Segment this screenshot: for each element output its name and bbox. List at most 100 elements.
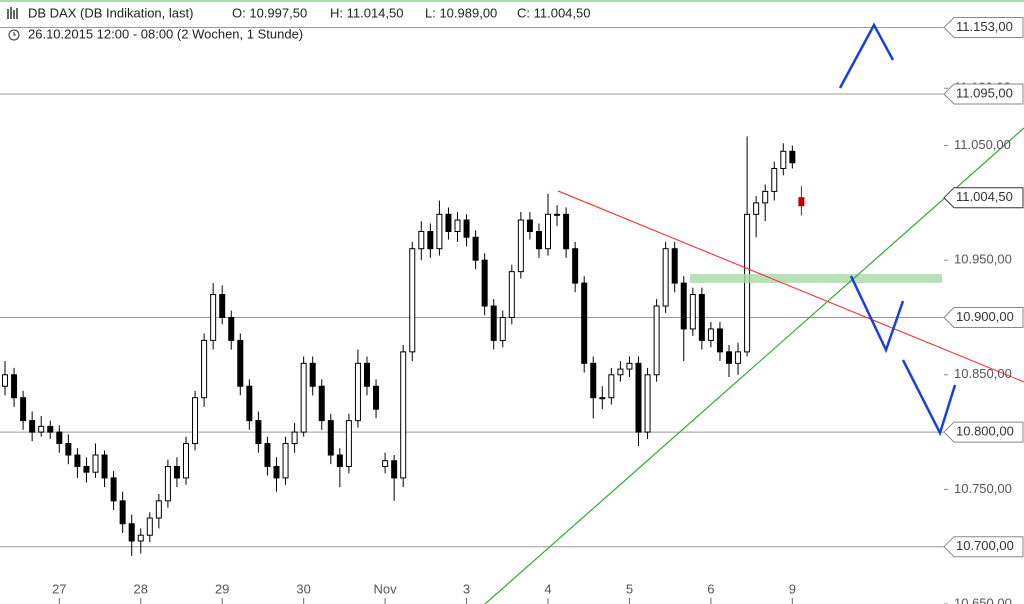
ohlc-low: L: 10.989,00 (425, 5, 497, 20)
last-price-label: 11.004,50 (956, 189, 1013, 204)
candle-body (119, 500, 126, 525)
trend-line-green (484, 127, 1024, 604)
x-tick-label: 3 (463, 581, 470, 596)
level-box (943, 17, 1024, 39)
candle-body (508, 271, 515, 318)
candle-body (662, 248, 669, 307)
ohlc-open: O: 10.997,50 (232, 5, 307, 20)
candle-body (744, 213, 751, 353)
candle-body (753, 202, 760, 215)
y-tick-label: 10.850,00 (954, 366, 1012, 381)
candle-body (599, 397, 606, 400)
candle-body (364, 362, 370, 387)
candle-body (463, 219, 470, 238)
y-tick-label: 10.950,00 (954, 252, 1012, 267)
candle-body (92, 454, 99, 473)
y-tick-label: 10.750,00 (954, 481, 1012, 496)
candle-body (626, 362, 633, 370)
candle-body (554, 213, 561, 216)
candle-body (436, 213, 443, 250)
level-box (943, 83, 1024, 105)
candle-body (192, 397, 199, 445)
chart-title: DB DAX (DB Indikation, last) (28, 5, 193, 20)
candle-body (56, 431, 63, 445)
candle-body (445, 213, 452, 233)
candle-body (300, 362, 307, 433)
candle-body (47, 425, 54, 433)
candle-body (789, 150, 796, 164)
candle-body (282, 443, 289, 479)
candle-body (716, 328, 723, 353)
x-tick-label: 6 (707, 581, 714, 596)
candle-body (653, 305, 660, 376)
chart-subtitle: 26.10.2015 12:00 - 08:00 (2 Wochen, 1 St… (28, 26, 303, 41)
candle-body (762, 190, 769, 204)
candle-body (255, 420, 262, 445)
candle-body (490, 305, 497, 341)
candle-body (11, 374, 18, 399)
candle-body (291, 431, 298, 445)
candle-body (563, 213, 570, 250)
candle-body (400, 351, 407, 479)
level-label: 10.800,00 (956, 424, 1014, 439)
candle-body (418, 231, 425, 250)
candle-body (780, 150, 787, 169)
candle-body (183, 443, 189, 479)
candle-body (318, 385, 325, 422)
candle-body (382, 460, 389, 467)
candle-body (517, 219, 524, 273)
candle-body (608, 374, 615, 399)
x-tick-label: 9 (789, 581, 796, 596)
level-box (943, 536, 1024, 558)
candle-body (237, 339, 244, 387)
candle-body (164, 465, 171, 502)
candle-body (771, 167, 778, 192)
support-zone (690, 274, 942, 283)
candle-body (101, 454, 108, 479)
y-tick-label: 10.650,00 (954, 595, 1012, 604)
x-tick-label: 30 (296, 581, 310, 596)
candle-body (336, 454, 343, 467)
candle-body (454, 219, 461, 233)
candle-body (644, 374, 651, 433)
clock-icon (8, 29, 20, 41)
candle-body (38, 425, 45, 433)
candle-body (327, 420, 334, 456)
candle-body (146, 517, 153, 536)
candle-body (155, 500, 162, 519)
candle-body (173, 465, 180, 479)
candle-body (373, 385, 380, 410)
projection-down (849, 275, 905, 354)
candle-body (391, 460, 398, 479)
x-tick-label: 4 (544, 581, 551, 596)
last-price-box (943, 187, 1024, 209)
candle-body (264, 443, 271, 467)
ohlc-close: C: 11.004,50 (517, 5, 590, 20)
candle-body (273, 465, 280, 479)
candle-body (110, 477, 117, 502)
level-box (943, 306, 1024, 328)
candle-body (735, 351, 742, 364)
x-tick-label: 5 (626, 581, 633, 596)
candle-body (228, 316, 235, 341)
candle-body (65, 443, 72, 456)
x-tick-label: 28 (134, 581, 148, 596)
candle-body (2, 374, 8, 387)
candle-body (499, 316, 506, 341)
candle-body (689, 294, 696, 330)
candle-body (128, 523, 135, 542)
candle-body (427, 231, 434, 250)
level-label: 10.900,00 (956, 309, 1014, 324)
candle-body (707, 328, 714, 341)
level-label: 11.153,00 (956, 19, 1013, 34)
candle-body (617, 368, 624, 376)
candle-body (798, 197, 805, 207)
candle-body (481, 259, 488, 307)
projection-down-2 (901, 359, 957, 437)
candle-body (137, 534, 144, 542)
candle-body (354, 362, 361, 422)
x-tick-label: 27 (52, 581, 66, 596)
candle-body (680, 282, 687, 330)
chart-icon (7, 7, 18, 19)
